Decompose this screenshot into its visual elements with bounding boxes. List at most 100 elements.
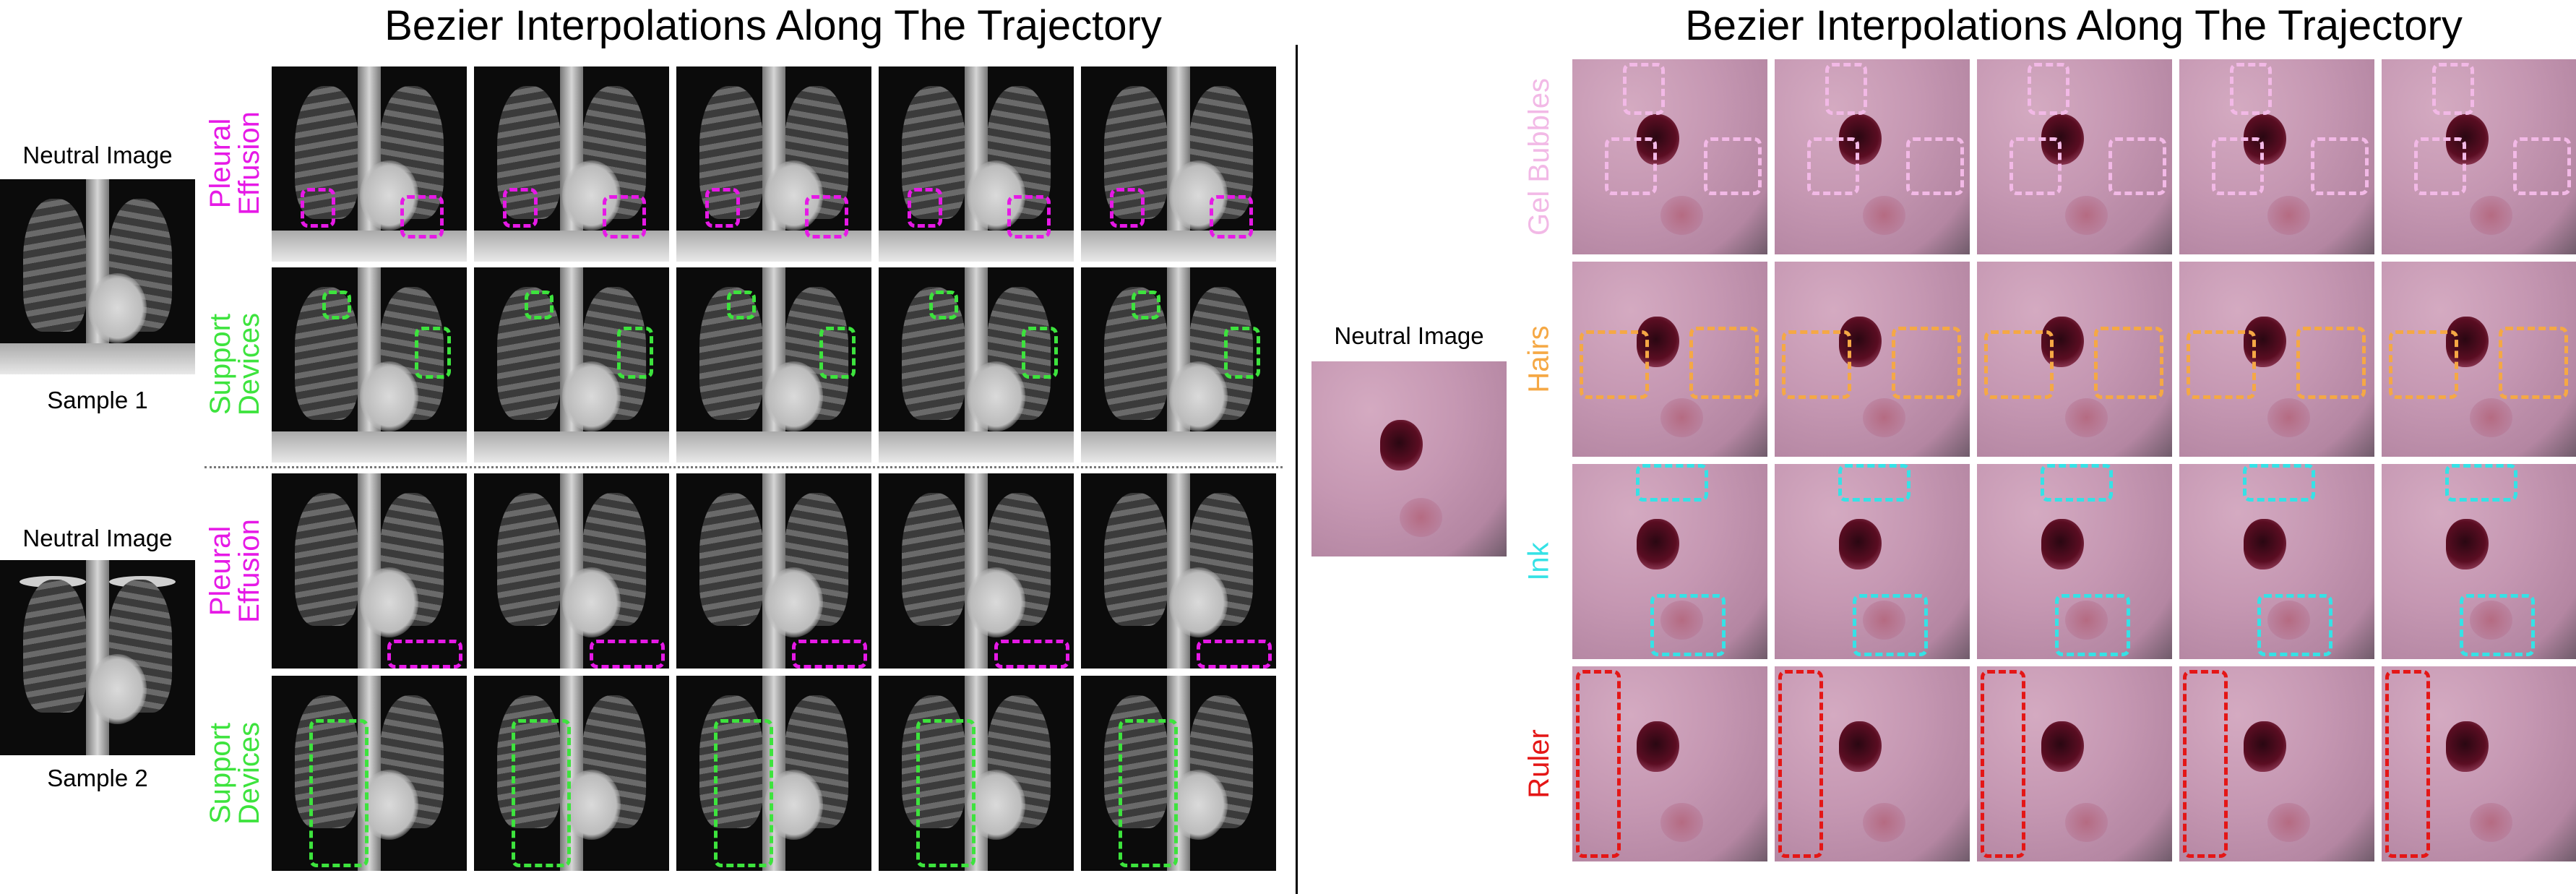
sample-label: Sample 1 xyxy=(47,387,148,413)
annotation-box xyxy=(2311,137,2369,195)
annotation-box xyxy=(929,291,958,319)
annotation-box xyxy=(1119,719,1178,867)
annotation-box xyxy=(916,719,975,867)
annotation-box xyxy=(2296,327,2366,399)
annotation-box xyxy=(2460,594,2535,656)
annotation-box xyxy=(2414,137,2466,195)
skin-interpolation-image xyxy=(1572,464,1767,659)
xray-interpolation-image xyxy=(879,473,1074,669)
neutral-xray-image xyxy=(0,560,195,755)
skin-interpolation-image xyxy=(1775,666,1970,861)
annotation-box xyxy=(2108,137,2166,195)
annotation-box xyxy=(2028,63,2069,115)
skin-interpolation-image xyxy=(1572,666,1767,861)
annotation-box xyxy=(1623,63,1665,115)
xray-interpolation-image xyxy=(676,473,871,669)
row-label-support-devices: Support Devices xyxy=(204,721,266,825)
annotation-box xyxy=(2432,63,2474,115)
xray-interpolation-image xyxy=(272,473,467,669)
xray-interpolation-image xyxy=(272,66,467,262)
annotation-box xyxy=(512,719,571,867)
xray-interpolation-image xyxy=(676,66,871,262)
annotation-box xyxy=(1782,330,1851,399)
xray-interpolation-image xyxy=(272,676,467,871)
annotation-box xyxy=(2385,670,2430,858)
skin-interpolation-image xyxy=(1775,464,1970,659)
xray-interpolation-image xyxy=(1081,66,1276,262)
annotation-box xyxy=(1981,670,2025,858)
annotation-box xyxy=(2009,137,2062,195)
annotation-box xyxy=(705,188,740,228)
xray-interpolation-image xyxy=(879,676,1074,871)
skin-interpolation-image xyxy=(2382,464,2576,659)
annotation-box xyxy=(2212,137,2264,195)
xray-interpolation-image xyxy=(474,66,669,262)
annotation-box xyxy=(1210,195,1253,238)
xray-interpolation-image xyxy=(272,267,467,463)
skin-interpolation-image xyxy=(1572,59,1767,254)
annotation-box xyxy=(1110,188,1145,228)
skin-interpolation-image xyxy=(1977,666,2172,861)
annotation-box xyxy=(1807,137,1859,195)
annotation-box xyxy=(1132,291,1160,319)
annotation-box xyxy=(1984,330,2054,399)
skin-interpolation-image xyxy=(1977,59,2172,254)
skin-interpolation-image xyxy=(1572,262,1767,457)
skin-interpolation-image xyxy=(2179,464,2374,659)
xray-interpolation-image xyxy=(879,66,1074,262)
annotation-box xyxy=(727,291,756,319)
neutral-skin-image xyxy=(1311,361,1507,556)
skin-interpolation-image xyxy=(1775,262,1970,457)
annotation-box xyxy=(2041,464,2113,502)
annotation-box xyxy=(301,188,335,228)
xray-interpolation-image xyxy=(676,267,871,463)
annotation-box xyxy=(1704,137,1762,195)
annotation-box xyxy=(1650,594,1726,656)
annotation-box xyxy=(1636,464,1708,502)
annotation-box xyxy=(503,188,538,228)
annotation-box xyxy=(1825,63,1867,115)
xray-interpolation-image xyxy=(1081,473,1276,669)
annotation-box xyxy=(2257,594,2332,656)
annotation-box xyxy=(400,195,444,238)
annotation-box xyxy=(1022,327,1058,379)
xray-interpolation-image xyxy=(879,267,1074,463)
annotation-box xyxy=(1689,327,1759,399)
sample-divider xyxy=(204,466,1283,468)
annotation-box xyxy=(1224,327,1260,379)
annotation-box xyxy=(2389,330,2458,399)
xray-interpolation-image xyxy=(474,473,669,669)
annotation-box xyxy=(1838,464,1911,502)
annotation-box xyxy=(1007,195,1051,238)
annotation-box xyxy=(2243,464,2315,502)
annotation-box xyxy=(590,640,665,669)
skin-interpolation-image xyxy=(1775,59,1970,254)
row-label-pleural-effusion: Pleural Effusion xyxy=(204,519,265,623)
skin-interpolation-image xyxy=(2382,262,2576,457)
row-label-ruler: Ruler xyxy=(1523,729,1555,799)
annotation-box xyxy=(2445,464,2517,502)
annotation-box xyxy=(792,640,867,669)
annotation-box xyxy=(1892,327,1961,399)
row-label-ink: Ink xyxy=(1522,542,1555,581)
row-label-hairs: Hairs xyxy=(1523,325,1555,393)
annotation-box xyxy=(322,291,351,319)
annotation-box xyxy=(2513,137,2571,195)
annotation-box xyxy=(994,640,1069,669)
annotation-box xyxy=(908,188,942,228)
row-label-support-devices: Support Devices xyxy=(204,312,266,416)
xray-interpolation-image xyxy=(676,676,871,871)
skin-interpolation-image xyxy=(1977,262,2172,457)
skin-interpolation-image xyxy=(2382,666,2576,861)
annotation-box xyxy=(819,327,856,379)
annotation-box xyxy=(1778,670,1823,858)
annotation-box xyxy=(714,719,773,867)
xray-interpolation-image xyxy=(474,676,669,871)
neutral-image-label: Neutral Image xyxy=(22,525,173,551)
annotation-box xyxy=(2094,327,2163,399)
annotation-box xyxy=(1605,137,1657,195)
skin-interpolation-image xyxy=(2179,59,2374,254)
annotation-box xyxy=(1580,330,1649,399)
annotation-box xyxy=(805,195,848,238)
annotation-box xyxy=(525,291,553,319)
